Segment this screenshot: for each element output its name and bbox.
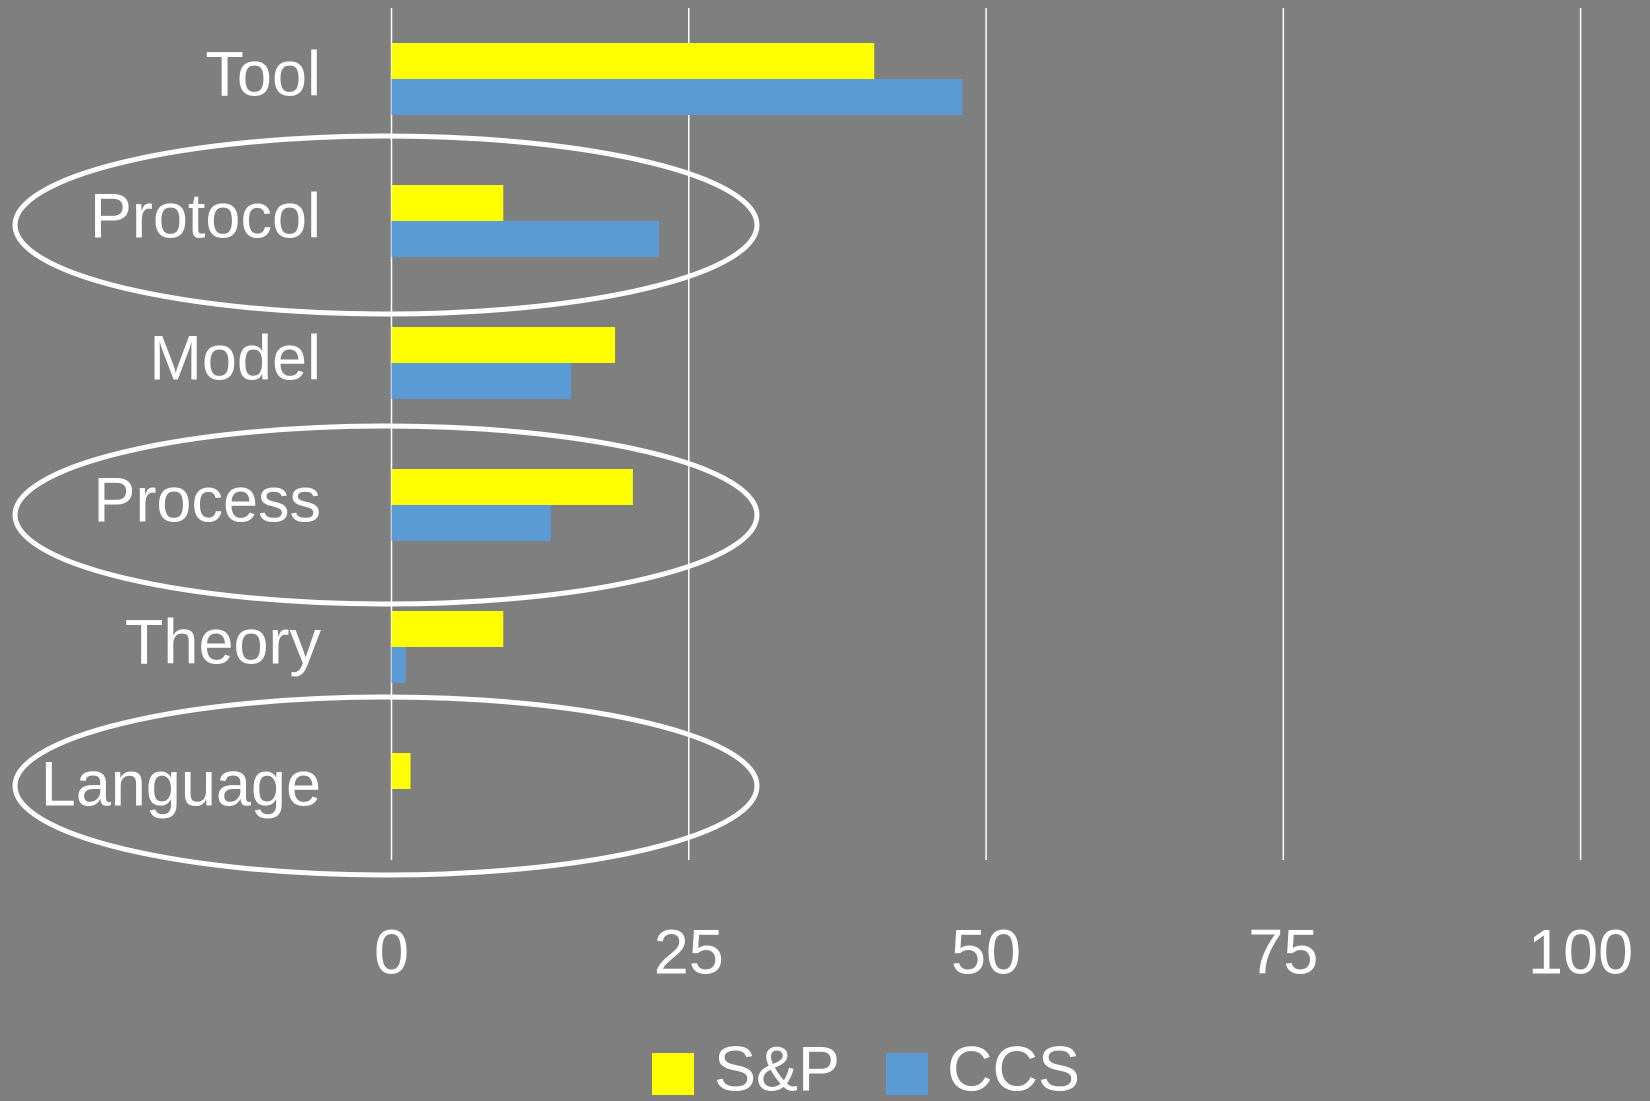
- highlight-ellipse: [12, 694, 760, 878]
- bar: [391, 185, 504, 221]
- legend-label: S&P: [714, 1035, 840, 1101]
- bar: [391, 221, 660, 257]
- legend-swatch: [652, 1053, 694, 1095]
- x-tick-label: 50: [951, 918, 1021, 988]
- bar: [391, 505, 551, 541]
- y-tick-label: Protocol: [90, 182, 321, 252]
- y-tick-label: Process: [93, 466, 321, 536]
- y-tick-label: Theory: [125, 608, 322, 678]
- bar: [391, 363, 572, 399]
- y-tick-label: Language: [41, 750, 321, 820]
- bar: [391, 43, 875, 79]
- x-tick-label: 25: [654, 918, 724, 988]
- bar: [391, 327, 616, 363]
- y-tick-label: Tool: [205, 40, 321, 110]
- highlight-ellipse: [12, 133, 760, 317]
- highlight-ellipse: [12, 423, 760, 607]
- bar: [391, 647, 406, 683]
- bar: [391, 611, 504, 647]
- legend-swatch: [886, 1053, 928, 1095]
- x-tick-label: 75: [1248, 918, 1318, 988]
- bar: [391, 79, 963, 115]
- plot-area: 0 25 50 75 100 Tool Protocol Model Process Theory…: [41, 8, 1633, 1101]
- bar: [391, 469, 633, 505]
- bar: [391, 753, 411, 789]
- y-tick-label: Model: [149, 324, 321, 394]
- x-tick-label: 100: [1528, 918, 1633, 988]
- x-tick-label: 0: [374, 918, 409, 988]
- legend-label: CCS: [947, 1035, 1080, 1101]
